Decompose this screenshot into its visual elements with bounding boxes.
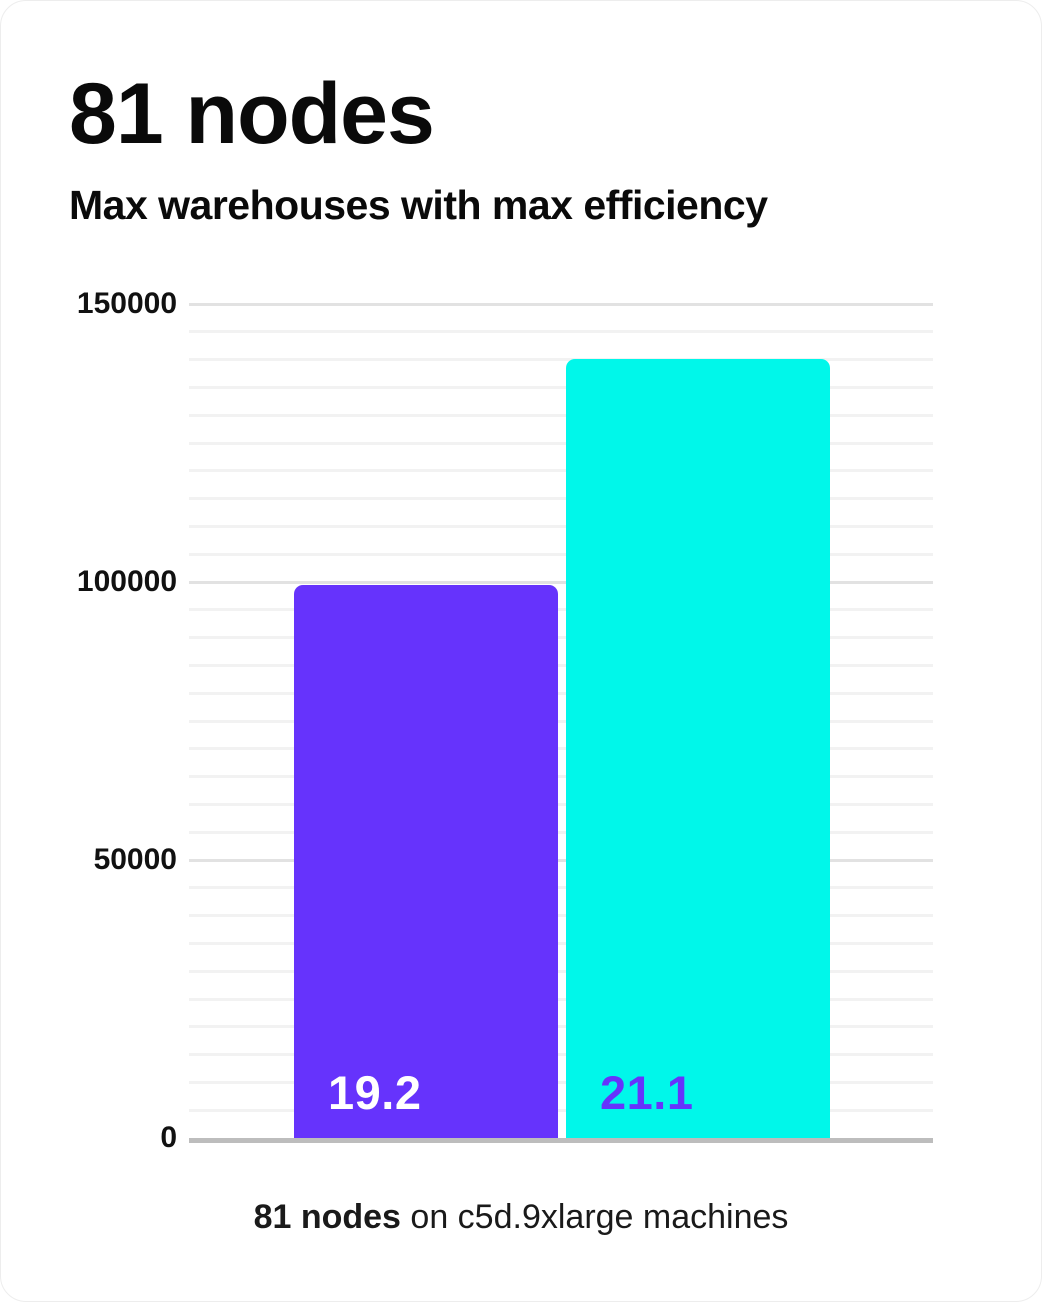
gridline xyxy=(189,830,933,834)
gridline xyxy=(189,858,933,862)
y-axis-tick-label: 150000 xyxy=(76,287,177,320)
caption-bold-text: 81 nodes xyxy=(253,1198,401,1236)
page-subtitle: Max warehouses with max efficiency xyxy=(69,182,768,228)
gridline xyxy=(189,385,933,389)
bar-chart: 0 50000 100000 150000 19.2 21.1 xyxy=(1,289,1041,1154)
gridline xyxy=(189,719,933,723)
page-title: 81 nodes xyxy=(69,66,435,162)
gridline xyxy=(189,941,933,945)
gridline xyxy=(189,524,933,528)
gridline xyxy=(189,497,933,501)
chart-caption: 81 nodes on c5d.9xlarge machines xyxy=(1,1197,1041,1238)
gridline xyxy=(189,691,933,695)
gridline xyxy=(189,302,933,306)
y-axis-tick-label: 100000 xyxy=(76,565,177,598)
gridline xyxy=(189,608,933,612)
gridline xyxy=(189,552,933,556)
gridline xyxy=(189,1108,933,1112)
caption-regular-text: on c5d.9xlarge machines xyxy=(400,1198,789,1236)
y-axis-tick-label: 0 xyxy=(160,1121,177,1154)
gridline xyxy=(189,802,933,806)
plot-area: 19.2 21.1 xyxy=(189,302,933,1143)
gridline xyxy=(189,997,933,1001)
gridline xyxy=(189,775,933,779)
gridline xyxy=(189,636,933,640)
gridline xyxy=(189,1025,933,1029)
gridline xyxy=(189,747,933,751)
bar-value-label: 19.2 xyxy=(328,1066,422,1119)
y-axis-tick-label: 50000 xyxy=(93,843,177,876)
gridline xyxy=(189,914,933,918)
gridline xyxy=(189,413,933,417)
gridline xyxy=(189,1080,933,1084)
gridline xyxy=(189,469,933,473)
gridline xyxy=(189,886,933,890)
chart-header: 81 nodes Max warehouses with max efficie… xyxy=(69,71,1001,228)
bar: 19.2 xyxy=(294,584,558,1138)
gridline xyxy=(189,441,933,445)
gridline xyxy=(189,663,933,667)
x-axis-baseline xyxy=(189,1138,933,1143)
gridline xyxy=(189,358,933,362)
gridline xyxy=(189,330,933,334)
gridline xyxy=(189,1053,933,1057)
bar: 21.1 xyxy=(566,358,830,1138)
bar-value-label: 21.1 xyxy=(600,1066,694,1119)
gridline xyxy=(189,969,933,973)
gridline xyxy=(189,580,933,584)
